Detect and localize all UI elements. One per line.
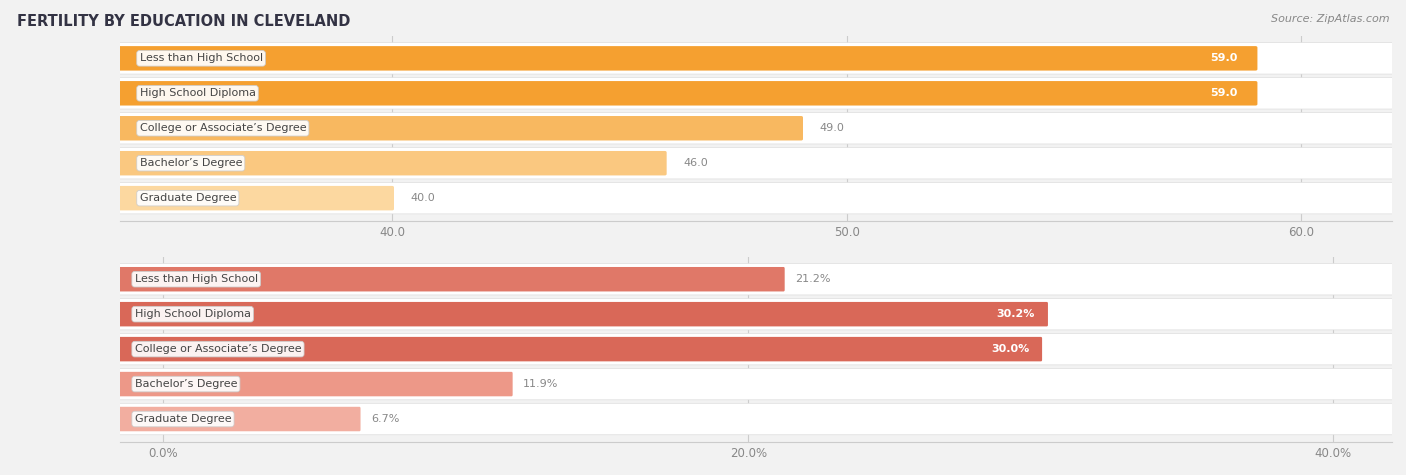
FancyBboxPatch shape xyxy=(118,333,1393,365)
Text: FERTILITY BY EDUCATION IN CLEVELAND: FERTILITY BY EDUCATION IN CLEVELAND xyxy=(17,14,350,29)
FancyBboxPatch shape xyxy=(118,81,1257,105)
FancyBboxPatch shape xyxy=(118,147,1393,179)
FancyBboxPatch shape xyxy=(118,186,394,210)
FancyBboxPatch shape xyxy=(118,151,666,175)
Text: 30.0%: 30.0% xyxy=(991,344,1029,354)
Text: 59.0: 59.0 xyxy=(1211,88,1237,98)
Text: 40.0: 40.0 xyxy=(411,193,434,203)
Text: Bachelor’s Degree: Bachelor’s Degree xyxy=(139,158,242,168)
Text: Less than High School: Less than High School xyxy=(135,274,257,284)
Text: Source: ZipAtlas.com: Source: ZipAtlas.com xyxy=(1271,14,1389,24)
Text: Graduate Degree: Graduate Degree xyxy=(135,414,231,424)
Text: College or Associate’s Degree: College or Associate’s Degree xyxy=(139,123,307,133)
FancyBboxPatch shape xyxy=(118,77,1393,109)
FancyBboxPatch shape xyxy=(118,302,1047,326)
FancyBboxPatch shape xyxy=(118,298,1393,330)
Text: 6.7%: 6.7% xyxy=(371,414,399,424)
FancyBboxPatch shape xyxy=(118,46,1257,71)
FancyBboxPatch shape xyxy=(118,407,360,431)
FancyBboxPatch shape xyxy=(118,368,1393,400)
Text: Bachelor’s Degree: Bachelor’s Degree xyxy=(135,379,238,389)
Text: 21.2%: 21.2% xyxy=(796,274,831,284)
FancyBboxPatch shape xyxy=(118,182,1393,214)
Text: College or Associate’s Degree: College or Associate’s Degree xyxy=(135,344,301,354)
Text: Less than High School: Less than High School xyxy=(139,53,263,63)
Text: High School Diploma: High School Diploma xyxy=(139,88,256,98)
Text: High School Diploma: High School Diploma xyxy=(135,309,250,319)
FancyBboxPatch shape xyxy=(118,337,1042,361)
Text: 59.0: 59.0 xyxy=(1211,53,1237,63)
FancyBboxPatch shape xyxy=(118,372,513,396)
Text: 46.0: 46.0 xyxy=(683,158,707,168)
Text: 11.9%: 11.9% xyxy=(523,379,558,389)
Text: 49.0: 49.0 xyxy=(820,123,844,133)
FancyBboxPatch shape xyxy=(118,264,1393,295)
FancyBboxPatch shape xyxy=(118,116,803,141)
Text: Graduate Degree: Graduate Degree xyxy=(139,193,236,203)
FancyBboxPatch shape xyxy=(118,113,1393,144)
FancyBboxPatch shape xyxy=(118,403,1393,435)
Text: 30.2%: 30.2% xyxy=(997,309,1035,319)
FancyBboxPatch shape xyxy=(118,267,785,292)
FancyBboxPatch shape xyxy=(118,43,1393,74)
